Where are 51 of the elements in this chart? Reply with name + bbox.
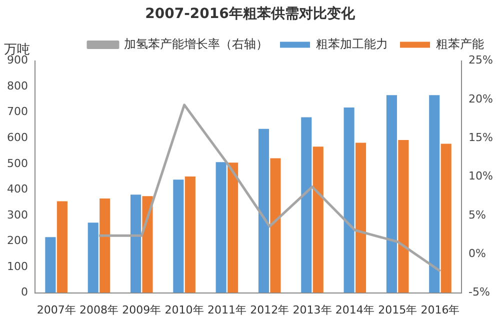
y2-tick-label: 15% [468,130,494,144]
y-tick-label: 700 [6,105,28,118]
bar [45,237,56,293]
y2-tick-label: 0% [468,246,486,260]
legend-label: 粗苯加工能力 [316,36,388,51]
y-tick-label: 0 [20,286,28,299]
bar [344,107,354,293]
x-tick-label: 2012年 [250,303,290,316]
legend-label: 加氢苯产能增长率（右轴） [124,36,268,51]
y-tick-label: 600 [6,130,28,144]
x-tick-label: 2013年 [292,303,332,316]
y2-tick-label: 20% [468,92,494,106]
y-tick-label: 400 [6,182,28,196]
bar [301,117,312,293]
bar [56,201,68,293]
x-tick-label: 2009年 [122,303,162,316]
bar [270,158,281,293]
x-tick-label: 2007年 [36,303,76,316]
bar [216,162,226,293]
bar [356,142,366,293]
bar [88,222,98,293]
bar [440,144,452,293]
y-tick-label: 900 [6,54,28,67]
bar [312,146,324,293]
bar [386,95,397,293]
x-tick-label: 2008年 [79,303,118,316]
y2-tick-label: 5% [468,208,486,222]
y-tick-label: 100 [6,260,28,273]
y2-tick-label: 25% [468,54,494,67]
x-tick-label: 2014年 [335,303,374,316]
x-tick-label: 2016年 [420,303,460,316]
chart-title: 2007-2016年粗苯供需对比变化 [145,5,356,22]
x-tick-label: 2015年 [378,303,418,316]
bar [142,196,153,293]
y-tick-label: 800 [6,79,28,92]
y2-tick-label: -5% [468,286,490,299]
bar [398,140,409,293]
legend-label: 粗苯产能 [436,36,484,51]
y-tick-label: 300 [6,208,28,222]
x-tick-label: 2010年 [164,303,204,316]
bar [429,95,440,293]
bar [258,128,270,293]
bar [184,176,196,293]
y-tick-label: 200 [6,234,28,248]
bar [130,194,142,293]
y2-tick-label: 10% [468,170,494,183]
x-tick-label: 2011年 [207,303,246,316]
bar [173,180,184,293]
bar [100,198,110,293]
bar [228,162,238,293]
y-tick-label: 500 [6,156,28,170]
